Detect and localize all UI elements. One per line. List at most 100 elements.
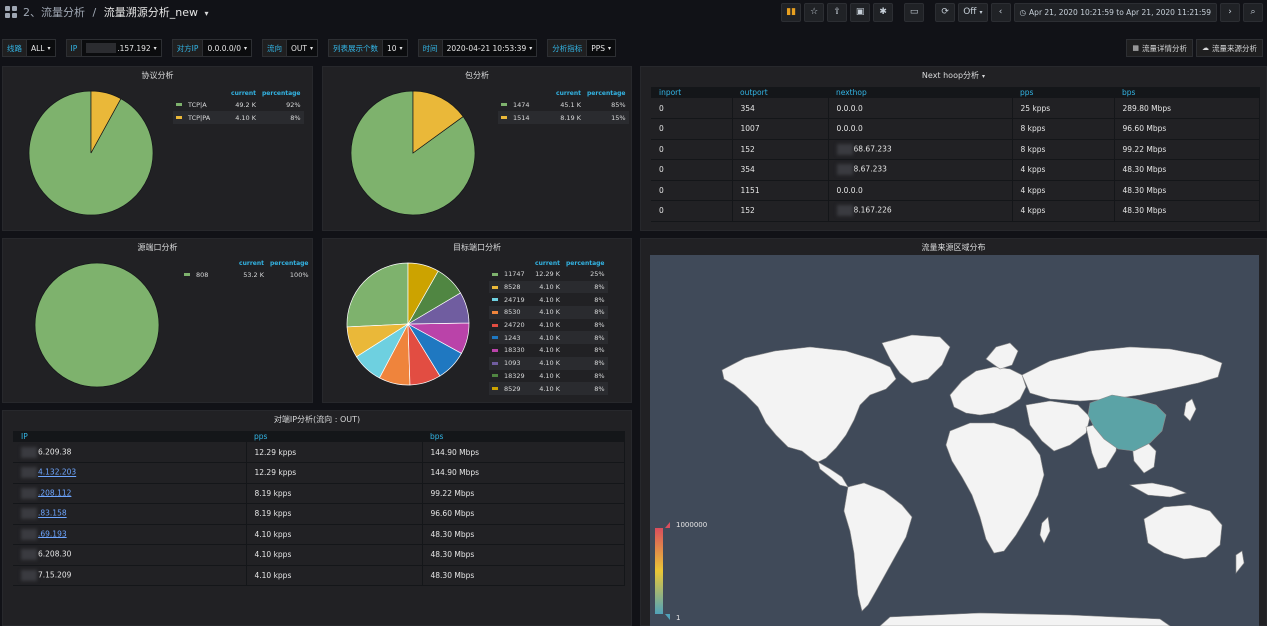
legend-series-name[interactable]: TCP|A (173, 98, 225, 111)
series-color-swatch[interactable] (184, 273, 190, 276)
legend-header-percentage[interactable]: percentage (587, 90, 626, 97)
caret-down-icon[interactable]: ▾ (204, 9, 209, 18)
legend-item[interactable]: 1243 4.10 K 8% (489, 331, 608, 345)
legend-item[interactable]: 18329 4.10 K 8% (489, 370, 608, 383)
column-header-inport[interactable]: inport (651, 87, 732, 98)
legend-series-name[interactable]: 8530 (489, 306, 529, 319)
legend-item[interactable]: 24720 4.10 K 8% (489, 319, 608, 332)
series-color-swatch[interactable] (492, 387, 498, 391)
pie-slice-1514[interactable] (412, 90, 464, 154)
legend-item[interactable]: 24719 4.10 K 8% (489, 293, 608, 306)
series-color-swatch[interactable] (492, 361, 498, 365)
legend-item[interactable]: 1093 4.10 K 8% (489, 356, 608, 370)
legend-series-name[interactable]: 18330 (489, 344, 529, 357)
legend-item[interactable]: TCP|PA 4.10 K 8% (173, 111, 304, 124)
panel-title[interactable]: 协议分析 (141, 71, 174, 80)
zoom-out-button[interactable]: ⌕ (1243, 2, 1263, 22)
column-header-bps[interactable]: bps (422, 431, 625, 442)
ip-cell[interactable]: .208.112 (13, 483, 247, 504)
series-color-swatch[interactable] (492, 348, 498, 352)
legend-series-name[interactable]: 24719 (489, 293, 529, 306)
panel-title[interactable]: 对端IP分析(流向 : OUT) (273, 415, 361, 424)
series-color-swatch[interactable] (492, 374, 498, 378)
column-header-nexthop[interactable]: nexthop (828, 87, 1012, 98)
legend-item[interactable]: 8529 4.10 K 8% (489, 382, 608, 395)
column-header-pps[interactable]: pps (1012, 87, 1114, 98)
scale-max-handle[interactable] (665, 522, 670, 528)
legend-item[interactable]: 11747 12.29 K 25% (489, 268, 608, 281)
series-color-swatch[interactable] (492, 285, 498, 289)
legend-series-name[interactable]: 8528 (489, 280, 529, 294)
star-button[interactable]: ☆ (804, 2, 825, 22)
dashboard-title[interactable]: 流量溯源分析_new (103, 6, 198, 19)
legend-series-name[interactable]: TCP|PA (173, 111, 225, 124)
var-select-direction[interactable]: OUT ▾ (287, 39, 318, 57)
legend-series-name[interactable]: 24720 (489, 319, 529, 332)
dashboards-grid-icon[interactable] (5, 6, 17, 18)
series-color-swatch[interactable] (501, 116, 507, 119)
pie-slice-TCP-PA[interactable] (90, 90, 122, 154)
add-panel-button[interactable]: ▮▮ (781, 2, 802, 22)
legend-series-name[interactable]: 1514 (498, 111, 550, 124)
column-header-ip[interactable]: IP (13, 431, 246, 442)
ip-cell[interactable]: 4.132.203 (13, 462, 247, 484)
time-range-picker[interactable]: ◷ Apr 21, 2020 10:21:59 to Apr 21, 2020 1… (1013, 2, 1217, 22)
panel-title[interactable]: 流量来源区域分布 (921, 243, 986, 252)
legend-series-name[interactable]: 808 (181, 268, 233, 281)
legend-series-name[interactable]: 18329 (489, 370, 529, 383)
panel-title[interactable]: 目标端口分析 (453, 243, 501, 252)
ip-cell[interactable]: .83.158 (13, 503, 247, 525)
legend-series-name[interactable]: 1243 (489, 331, 529, 345)
var-select-peer-ip[interactable]: 0.0.0.0/0 ▾ (203, 39, 252, 57)
panel-title[interactable]: Next hoop分析 ▾ (641, 70, 1266, 81)
panel-title[interactable]: 包分析 (465, 71, 489, 80)
legend-header-percentage[interactable]: percentage (566, 260, 605, 267)
legend-header-current[interactable]: current (556, 90, 581, 97)
legend-series-name[interactable]: 1474 (498, 98, 550, 111)
pie-slice-11747[interactable] (346, 262, 409, 328)
time-shift-back-button[interactable]: ‹ (990, 2, 1011, 22)
legend-item[interactable]: 1514 8.19 K 15% (498, 111, 629, 124)
series-color-swatch[interactable] (492, 272, 498, 276)
legend-header-current[interactable]: current (535, 260, 560, 267)
link-traffic-source[interactable]: ☁ 流量来源分析 (1196, 39, 1263, 57)
pie-slice-808[interactable] (34, 262, 160, 388)
var-select-time[interactable]: 2020-04-21 10:53:39 ▾ (442, 39, 538, 57)
var-select-metric[interactable]: PPS ▾ (587, 39, 617, 57)
series-color-swatch[interactable] (492, 323, 498, 327)
var-select-list-count[interactable]: 10 ▾ (383, 39, 408, 57)
column-header-bps[interactable]: bps (1114, 87, 1260, 98)
legend-header-percentage[interactable]: percentage (270, 260, 309, 267)
save-button[interactable]: ▣ (850, 2, 871, 22)
legend-item[interactable]: TCP|A 49.2 K 92% (173, 98, 304, 111)
refresh-button[interactable]: ⟳ (935, 2, 956, 22)
legend-header-current[interactable]: current (231, 90, 256, 97)
series-color-swatch[interactable] (176, 103, 182, 106)
legend-header-current[interactable]: current (239, 260, 264, 267)
time-shift-forward-button[interactable]: › (1220, 2, 1240, 22)
settings-button[interactable]: ✱ (873, 2, 894, 22)
series-color-swatch[interactable] (492, 310, 498, 314)
legend-item[interactable]: 808 53.2 K 100% (181, 268, 312, 281)
link-traffic-detail[interactable]: ▦ 流量详情分析 (1126, 39, 1193, 57)
refresh-interval-picker[interactable]: Off ▾ (958, 2, 988, 22)
breadcrumb-folder[interactable]: 2、流量分析 (23, 6, 85, 19)
legend-item[interactable]: 8530 4.10 K 8% (489, 306, 608, 319)
world-map[interactable] (650, 255, 1259, 626)
legend-item[interactable]: 1474 45.1 K 85% (498, 98, 629, 111)
tv-mode-button[interactable]: ▭ (904, 2, 925, 22)
legend-item[interactable]: 8528 4.10 K 8% (489, 280, 608, 294)
var-select-line[interactable]: ALL ▾ (27, 39, 56, 57)
legend-series-name[interactable]: 8529 (489, 382, 529, 395)
panel-title[interactable]: 源端口分析 (137, 243, 178, 252)
legend-series-name[interactable]: 11747 (489, 268, 529, 281)
series-color-swatch[interactable] (501, 103, 507, 106)
column-header-outport[interactable]: outport (732, 87, 828, 98)
share-button[interactable]: ⇪ (827, 2, 848, 22)
legend-item[interactable]: 18330 4.10 K 8% (489, 344, 608, 357)
column-header-pps[interactable]: pps (246, 431, 422, 442)
legend-header-percentage[interactable]: percentage (262, 90, 301, 97)
series-color-swatch[interactable] (492, 336, 498, 340)
series-color-swatch[interactable] (492, 298, 498, 302)
var-select-ip[interactable]: .157.192 ▾ (82, 39, 162, 57)
